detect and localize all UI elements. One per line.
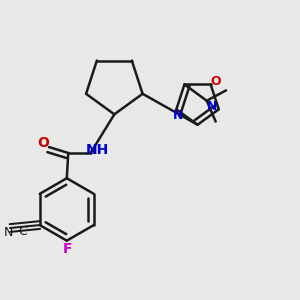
Text: O: O — [38, 136, 50, 151]
Text: N: N — [4, 226, 13, 239]
Text: N: N — [207, 100, 217, 113]
Text: NH: NH — [85, 143, 109, 157]
Text: O: O — [211, 75, 221, 88]
Text: N: N — [173, 109, 183, 122]
Text: C: C — [18, 225, 27, 239]
Text: F: F — [63, 242, 72, 256]
